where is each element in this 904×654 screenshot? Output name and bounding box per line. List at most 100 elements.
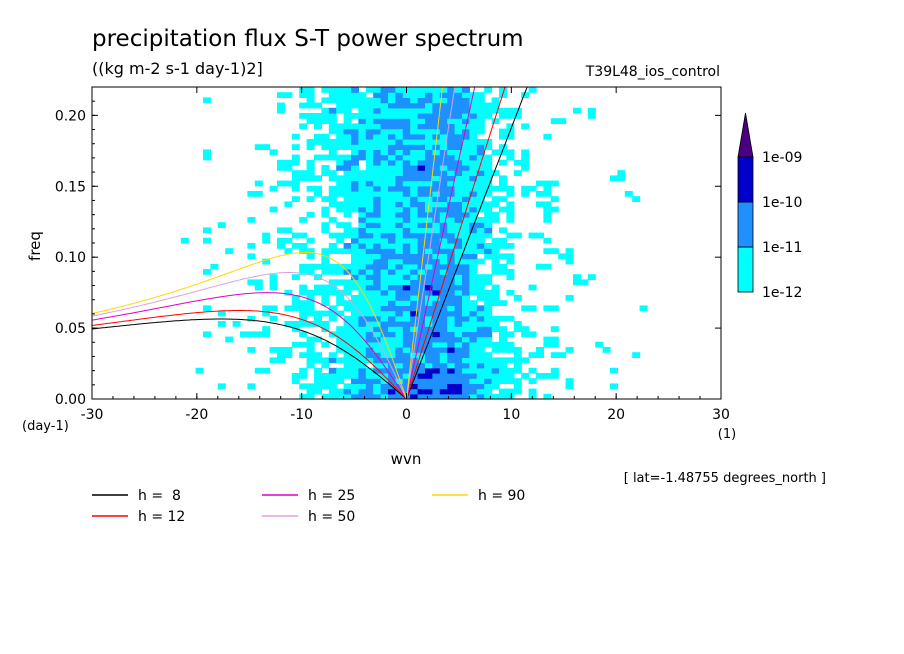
spectrum-cell (580, 279, 589, 286)
spectrum-cell (284, 237, 293, 244)
spectrum-cell (476, 357, 485, 364)
spectrum-cell (639, 305, 648, 312)
spectrum-cell (447, 144, 456, 150)
spectrum-cell (314, 102, 322, 109)
spectrum-cell (499, 149, 507, 156)
spectrum-cell (269, 149, 278, 156)
spectrum-cell (336, 326, 345, 332)
spectrum-cell (476, 237, 485, 244)
spectrum-cell (351, 237, 359, 244)
spectrum-cell (432, 128, 441, 135)
spectrum-cell (410, 253, 419, 260)
spectrum-cell (380, 237, 389, 244)
spectrum-cell (269, 315, 278, 322)
spectrum-cell (247, 253, 256, 260)
spectrum-cell (314, 373, 322, 379)
spectrum-cell (321, 321, 330, 327)
spectrum-cell (395, 373, 404, 379)
spectrum-cell (351, 206, 359, 213)
spectrum-cell (469, 185, 478, 192)
spectrum-cell (336, 185, 345, 192)
spectrum-cell (343, 279, 352, 286)
spectrum-cell (454, 201, 463, 208)
y-tick-label: 0.20 (55, 108, 86, 124)
spectrum-cell (521, 331, 530, 338)
spectrum-cell (543, 211, 552, 218)
y-tick-label: 0.05 (55, 321, 86, 337)
spectrum-cell (469, 175, 478, 182)
spectrum-cell (343, 123, 352, 130)
spectrum-cell (425, 144, 433, 150)
spectrum-cell (447, 284, 456, 291)
spectrum-cell (462, 289, 470, 296)
spectrum-cell (543, 341, 552, 348)
spectrum-cell (351, 279, 359, 286)
spectrum-cell (373, 378, 382, 384)
spectrum-cell (373, 102, 382, 109)
spectrum-cell (425, 289, 433, 296)
spectrum-cell (343, 352, 352, 358)
spectrum-cell (484, 378, 493, 384)
spectrum-cell (328, 139, 337, 145)
spectrum-cell (373, 201, 382, 208)
spectrum-cell (410, 352, 419, 358)
spectrum-cell (358, 269, 367, 275)
spectrum-cell (476, 170, 485, 176)
spectrum-cell (499, 336, 507, 343)
spectrum-cell (380, 170, 389, 176)
spectrum-cell (365, 300, 374, 306)
spectrum-cell (321, 139, 330, 145)
spectrum-cell (328, 279, 337, 286)
spectrum-cell (432, 175, 441, 182)
spectrum-cell (410, 393, 419, 399)
spectrum-cell (380, 393, 389, 399)
spectrum-cell (425, 378, 433, 384)
spectrum-cell (336, 373, 345, 379)
spectrum-cell (447, 201, 456, 208)
spectrum-cell (454, 315, 463, 322)
spectrum-cell (343, 289, 352, 296)
spectrum-cell (417, 154, 426, 161)
spectrum-cell (410, 154, 419, 161)
spectrum-cell (306, 113, 315, 119)
spectrum-cell (358, 175, 367, 182)
spectrum-cell (306, 175, 315, 182)
spectrum-cell (314, 289, 322, 296)
spectrum-cell (528, 305, 537, 312)
spectrum-cell (476, 388, 485, 395)
x-tick-label: -20 (185, 407, 208, 423)
dispersion-curves (92, 87, 528, 399)
spectrum-cell (351, 258, 359, 265)
spectrum-cell (380, 362, 389, 369)
spectrum-cell (395, 227, 404, 234)
spectrum-cell (484, 393, 493, 399)
spectrum-cell (417, 191, 426, 197)
spectrum-cell (528, 232, 537, 239)
spectrum-cell (439, 362, 448, 369)
spectrum-cell (321, 133, 330, 140)
spectrum-cell (358, 388, 367, 395)
spectrum-cell (328, 378, 337, 384)
spectrum-cell (328, 232, 337, 239)
spectrum-cell (499, 133, 507, 140)
spectrum-cell (417, 217, 426, 223)
spectrum-cell (550, 341, 559, 348)
spectrum-cell (513, 388, 522, 395)
spectrum-cell (395, 263, 404, 270)
spectrum-cell (484, 87, 493, 93)
spectrum-cell (550, 118, 559, 124)
spectrum-cell (506, 206, 515, 213)
spectrum-cell (388, 232, 396, 239)
spectrum-cell (432, 341, 441, 348)
spectrum-cell (499, 253, 507, 260)
spectrum-cell (388, 258, 396, 265)
spectrum-cell (550, 352, 559, 358)
spectrum-cell (358, 326, 367, 332)
spectrum-cell (380, 165, 389, 171)
spectrum-cell (358, 331, 367, 338)
spectrum-cell (528, 284, 537, 291)
spectrum-cell (476, 347, 485, 353)
spectrum-cell (506, 373, 515, 379)
spectrum-cell (499, 263, 507, 270)
spectrum-cell (358, 279, 367, 286)
